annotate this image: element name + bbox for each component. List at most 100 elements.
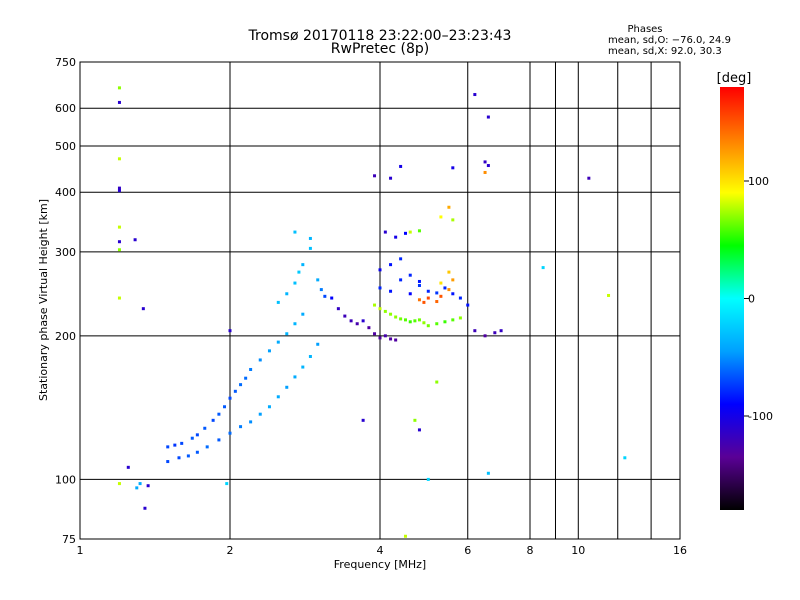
data-point: [426, 296, 430, 300]
stats-line-x: mean, sd,X: 92.0, 30.3: [608, 46, 722, 57]
data-point: [458, 296, 462, 300]
data-point: [466, 303, 470, 307]
data-point: [403, 534, 407, 538]
data-point: [293, 230, 297, 234]
data-point: [117, 225, 121, 229]
data-point: [458, 316, 462, 320]
data-point: [133, 238, 137, 242]
data-point: [483, 160, 487, 164]
colorbar-tick-label: 0: [748, 293, 755, 306]
data-point: [378, 336, 382, 340]
data-point: [308, 354, 312, 358]
y-tick-label: 500: [55, 140, 76, 153]
data-point: [486, 471, 490, 475]
data-point: [177, 456, 181, 460]
data-point: [276, 340, 280, 344]
data-point: [330, 296, 334, 300]
data-point: [413, 418, 417, 422]
data-point: [343, 314, 347, 318]
data-point: [301, 263, 305, 267]
data-point: [373, 174, 377, 178]
y-tick-label: 200: [55, 330, 76, 343]
data-point: [228, 431, 232, 435]
data-point: [417, 428, 421, 432]
data-point: [203, 426, 207, 430]
stats-line-o: mean, sd,O: −76.0, 24.9: [608, 35, 731, 46]
data-point: [323, 294, 327, 298]
data-point: [426, 324, 430, 328]
data-point: [439, 281, 443, 285]
data-point: [408, 230, 412, 234]
data-points: [117, 86, 627, 538]
data-point: [117, 248, 121, 252]
data-point: [403, 231, 407, 235]
data-point: [435, 322, 439, 326]
data-point: [378, 286, 382, 290]
y-tick-label: 400: [55, 186, 76, 199]
data-point: [399, 317, 403, 321]
data-point: [117, 100, 121, 104]
data-point: [399, 278, 403, 282]
data-point: [417, 279, 421, 283]
colorbar-label: [deg]: [717, 71, 752, 86]
data-point: [308, 246, 312, 250]
data-point: [422, 321, 426, 325]
data-point: [378, 307, 382, 311]
data-point: [355, 322, 359, 326]
data-point: [399, 164, 403, 168]
colorbar-tick-label: -100: [748, 410, 773, 423]
data-point: [349, 319, 353, 323]
y-tick-label: 600: [55, 102, 76, 115]
data-point: [607, 293, 611, 297]
data-point: [117, 186, 121, 190]
data-point: [499, 329, 503, 333]
data-point: [378, 268, 382, 272]
data-point: [223, 405, 227, 409]
chart-subtitle: RwPretec (8p): [331, 41, 429, 57]
y-tick-label: 75: [62, 533, 76, 546]
data-point: [383, 230, 387, 234]
data-point: [422, 300, 426, 304]
data-point: [389, 263, 393, 267]
data-point: [447, 288, 451, 292]
data-point: [394, 235, 398, 239]
data-point: [587, 176, 591, 180]
data-point: [361, 319, 365, 323]
x-tick-label: 2: [227, 544, 234, 557]
data-point: [297, 270, 301, 274]
data-point: [293, 375, 297, 379]
data-point: [426, 477, 430, 481]
data-point: [413, 319, 417, 323]
data-point: [486, 115, 490, 119]
data-point: [383, 309, 387, 313]
data-point: [443, 320, 447, 324]
x-tick-label: 10: [571, 544, 585, 557]
data-point: [408, 292, 412, 296]
x-tick-label: 8: [527, 544, 534, 557]
data-point: [225, 482, 229, 486]
data-point: [239, 383, 243, 387]
data-point: [117, 86, 121, 90]
data-point: [451, 292, 455, 296]
data-point: [301, 365, 305, 369]
data-point: [373, 303, 377, 307]
data-point: [293, 322, 297, 326]
data-point: [483, 334, 487, 338]
grid-lines: [80, 62, 680, 539]
data-point: [451, 166, 455, 170]
data-point: [293, 281, 297, 285]
data-point: [473, 93, 477, 97]
data-point: [258, 358, 262, 362]
data-point: [267, 405, 271, 409]
data-point: [217, 438, 221, 442]
data-point: [205, 445, 209, 449]
data-point: [249, 367, 253, 371]
data-point: [249, 420, 253, 424]
data-point: [285, 292, 289, 296]
data-point: [408, 273, 412, 277]
plot-frame: [79, 61, 681, 540]
data-point: [276, 300, 280, 304]
data-point: [166, 460, 170, 464]
data-point: [117, 296, 121, 300]
data-point: [394, 315, 398, 319]
